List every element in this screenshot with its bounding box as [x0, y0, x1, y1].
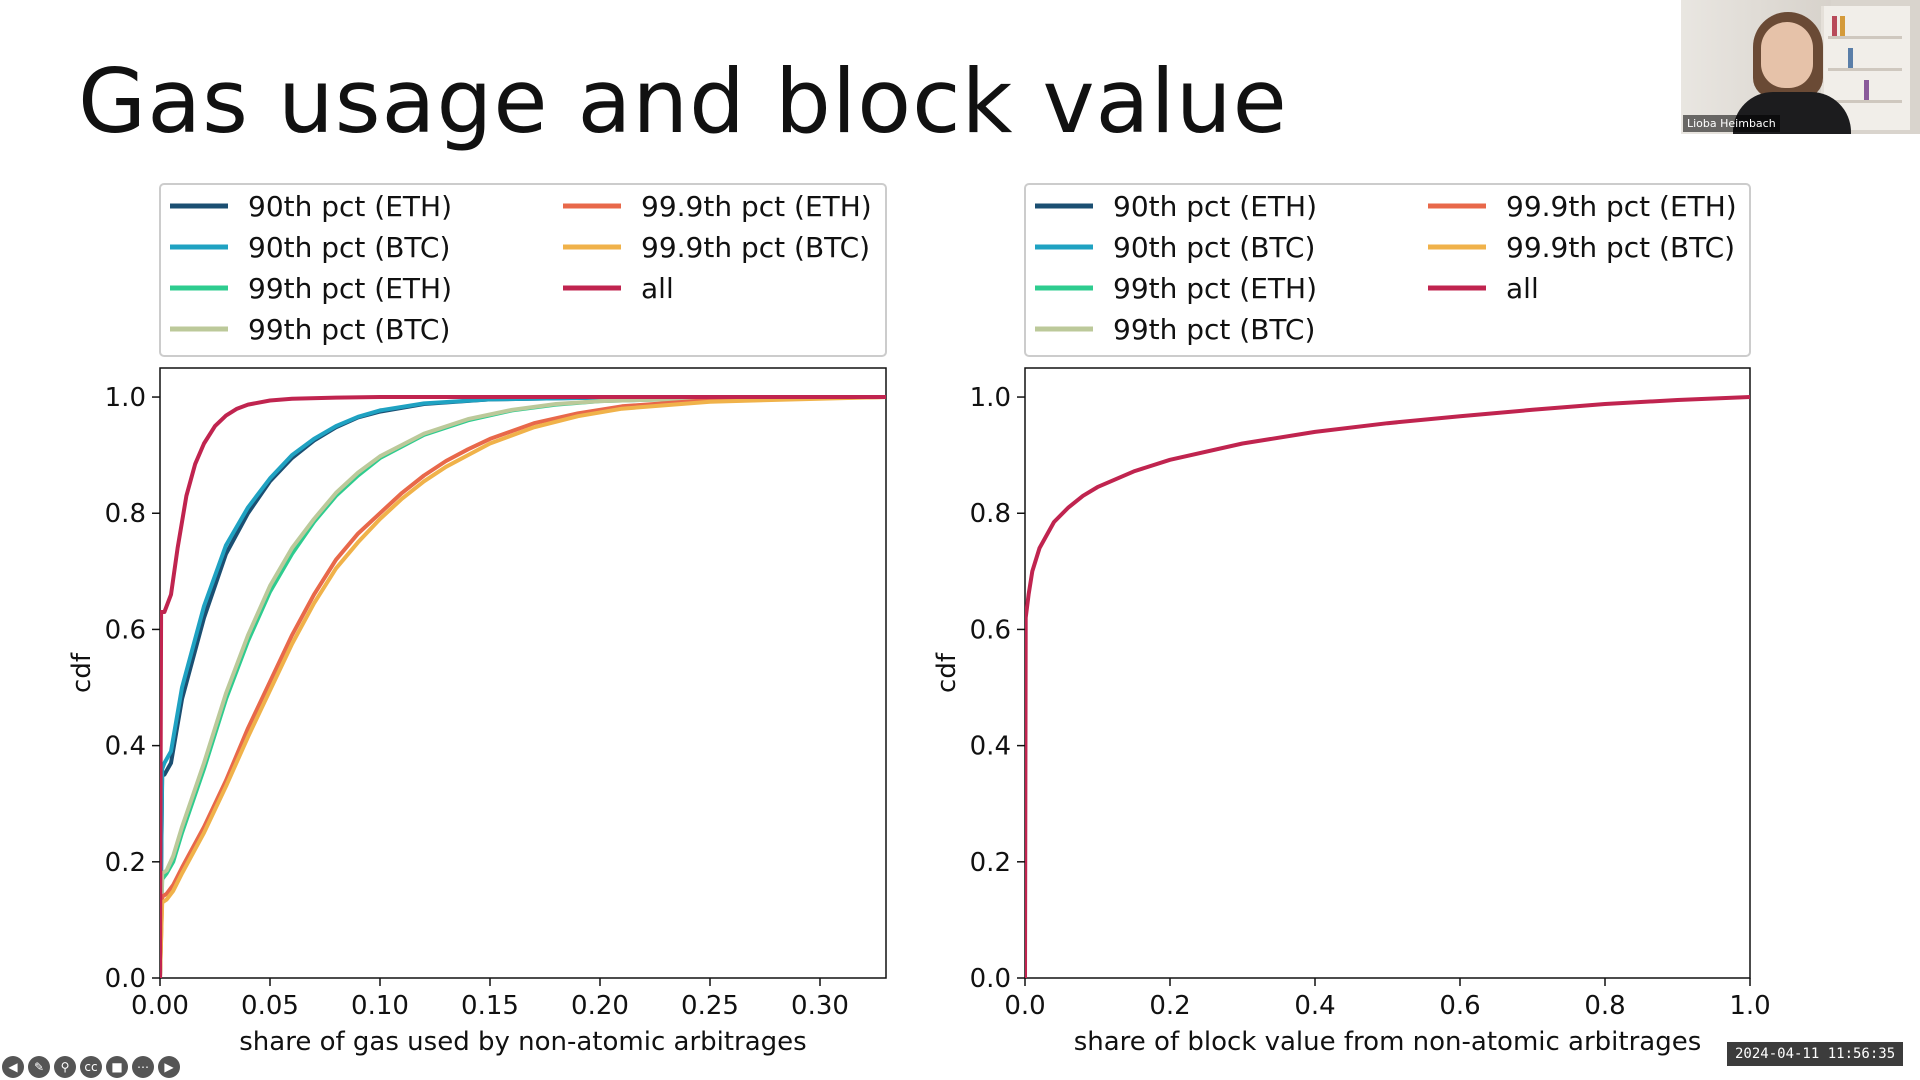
x-tick-label: 0.25	[681, 991, 739, 1021]
y-tick-label: 0.8	[970, 499, 1011, 529]
y-tick-label: 0.2	[105, 848, 146, 878]
legend-label: 90th pct (ETH)	[1113, 190, 1317, 223]
legend-label: all	[1506, 272, 1539, 305]
y-axis-label: cdf	[932, 652, 962, 693]
series-line-99-9th-pct-btc	[160, 395, 886, 978]
legend-label: 90th pct (BTC)	[248, 231, 450, 264]
gas-usage-cdf-chart: 90th pct (ETH) 90th pct (BTC) 99th pct (ET…	[67, 183, 887, 1057]
x-axis-label: share of gas used by non-atomic arbitrag…	[239, 1027, 806, 1057]
presentation-toolbar: ◀ ✎ ⚲ cc ■ ⋯ ▶	[2, 1056, 180, 1078]
x-tick-label: 0.2	[1149, 991, 1190, 1021]
x-tick-label: 1.0	[1729, 991, 1770, 1021]
legend-label: 90th pct (BTC)	[1113, 231, 1315, 264]
series-line-all	[160, 395, 886, 978]
legend-frame	[1024, 183, 1751, 357]
y-tick-label: 0.4	[970, 732, 1011, 762]
series-line-all	[1025, 395, 1750, 978]
series-line-99-9th-pct-eth	[160, 395, 886, 978]
x-tick-label: 0.10	[351, 991, 409, 1021]
chart-legend: 90th pct (ETH) 90th pct (BTC) 99th pct (ET…	[159, 183, 887, 357]
legend-label: 99th pct (BTC)	[248, 313, 450, 346]
captions-icon[interactable]: cc	[80, 1056, 102, 1078]
x-tick-label: 0.20	[571, 991, 629, 1021]
x-tick-label: 0.30	[791, 991, 849, 1021]
x-tick-label: 0.4	[1294, 991, 1335, 1021]
next-icon[interactable]: ▶	[158, 1056, 180, 1078]
y-tick-label: 0.8	[105, 499, 146, 529]
series-line-90th-pct-btc	[160, 395, 886, 978]
legend-label: 99th pct (ETH)	[248, 272, 452, 305]
recording-timestamp: 2024-04-11 11:56:35	[1727, 1042, 1904, 1066]
legend-label: 99.9th pct (ETH)	[641, 190, 872, 223]
y-tick-label: 1.0	[105, 383, 146, 413]
camera-icon[interactable]: ■	[106, 1056, 128, 1078]
y-tick-label: 0.4	[105, 732, 146, 762]
slide-title: Gas usage and block value	[78, 50, 1288, 153]
legend-label: 99.9th pct (BTC)	[1506, 231, 1735, 264]
y-tick-label: 0.6	[105, 615, 146, 645]
more-icon[interactable]: ⋯	[132, 1056, 154, 1078]
pen-icon[interactable]: ✎	[28, 1056, 50, 1078]
legend-label: 99.9th pct (ETH)	[1506, 190, 1737, 223]
plot-frame	[1024, 367, 1751, 979]
chart-legend: 90th pct (ETH) 90th pct (BTC) 99th pct (ET…	[1024, 183, 1751, 357]
y-tick-label: 1.0	[970, 383, 1011, 413]
y-tick-label: 0.0	[970, 964, 1011, 994]
x-axis-label: share of block value from non-atomic arb…	[1074, 1027, 1702, 1057]
webcam-feed: Lioba Heimbach	[1681, 0, 1920, 134]
presenter-name: Lioba Heimbach	[1683, 115, 1780, 132]
legend-frame	[159, 183, 887, 357]
zoom-icon[interactable]: ⚲	[54, 1056, 76, 1078]
x-tick-label: 0.00	[131, 991, 189, 1021]
legend-label: 99th pct (ETH)	[1113, 272, 1317, 305]
x-tick-label: 0.15	[461, 991, 519, 1021]
y-tick-label: 0.2	[970, 848, 1011, 878]
x-tick-label: 0.6	[1439, 991, 1480, 1021]
prev-icon[interactable]: ◀	[2, 1056, 24, 1078]
x-tick-label: 0.0	[1004, 991, 1045, 1021]
x-tick-label: 0.8	[1584, 991, 1625, 1021]
presenter-face	[1761, 22, 1813, 88]
legend-label: 90th pct (ETH)	[248, 190, 452, 223]
y-axis-label: cdf	[67, 652, 97, 693]
legend-label: all	[641, 272, 674, 305]
series-line-99th-pct-btc	[160, 395, 886, 978]
block-value-cdf-chart: 90th pct (ETH) 90th pct (BTC) 99th pct (ET…	[932, 183, 1771, 1057]
legend-label: 99.9th pct (BTC)	[641, 231, 870, 264]
y-tick-label: 0.0	[105, 964, 146, 994]
x-tick-label: 0.05	[241, 991, 299, 1021]
plot-frame	[159, 367, 887, 979]
y-tick-label: 0.6	[970, 615, 1011, 645]
legend-label: 99th pct (BTC)	[1113, 313, 1315, 346]
